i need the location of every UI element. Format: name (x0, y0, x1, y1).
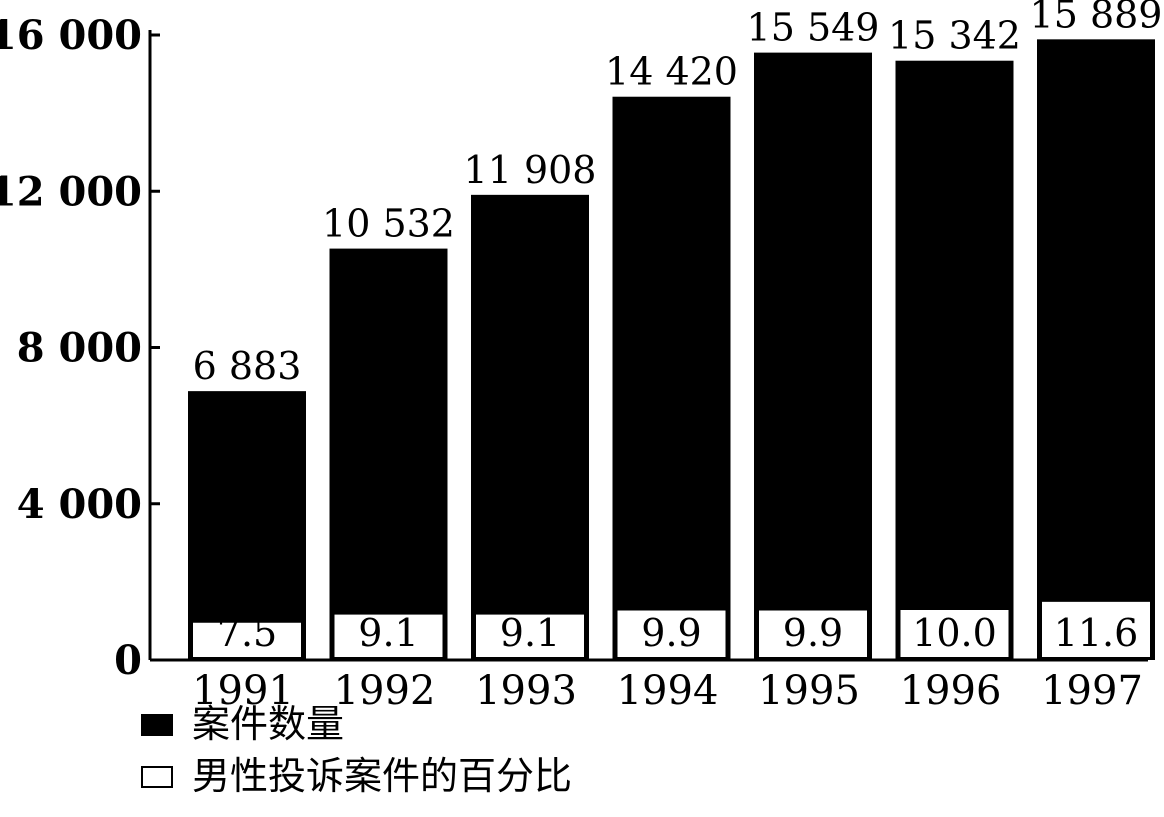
value-label: 10 532 (322, 202, 455, 246)
y-tick-label: 0 (114, 637, 142, 684)
x-tick-label: 1997 (1041, 668, 1143, 714)
percent-segment (474, 612, 586, 660)
value-label: 11 908 (464, 148, 597, 192)
percent-label: 9.9 (783, 611, 843, 655)
percent-segment (1040, 599, 1152, 660)
count-bar (895, 60, 1014, 660)
count-bar (471, 194, 589, 660)
percent-label: 9.9 (641, 611, 701, 655)
percent-segment (615, 608, 728, 660)
x-tick-label: 1994 (617, 668, 719, 714)
x-tick-label: 1993 (475, 668, 577, 714)
percent-segment (332, 612, 445, 660)
value-label: 15 342 (888, 14, 1021, 58)
legend-swatch-count (141, 714, 173, 736)
y-tick-label: 12 000 (0, 168, 142, 215)
percent-label: 9.1 (358, 611, 418, 655)
legend-label-count: 案件数量 (192, 702, 344, 746)
value-label: 6 883 (193, 344, 302, 388)
percent-label: 7.5 (217, 611, 277, 655)
y-tick-label: 4 000 (17, 481, 142, 528)
count-bar (612, 96, 731, 660)
percent-segment (898, 608, 1011, 659)
count-bar (754, 52, 872, 660)
percent-label: 10.0 (912, 611, 997, 655)
legend-label-percent: 男性投诉案件的百分比 (192, 754, 572, 798)
percent-label: 9.1 (500, 611, 560, 655)
x-tick-label: 1995 (758, 668, 860, 714)
value-label: 14 420 (605, 50, 738, 94)
value-label: 15 549 (747, 6, 880, 50)
y-tick-label: 16 000 (0, 12, 142, 59)
value-label: 15 889 (1030, 0, 1163, 36)
y-axis: 0 4 000 8 000 12 000 16 000 (0, 12, 1148, 684)
legend-swatch-percent (141, 766, 173, 788)
count-bar (188, 391, 306, 660)
count-bar (329, 248, 448, 660)
bar-labels: 7.5 6 883 1991 9.1 10 532 1992 9.1 11 908 1993 9.… (192, 0, 1162, 714)
x-tick-label: 1991 (192, 668, 294, 714)
percent-segment (191, 620, 303, 659)
x-tick-label: 1996 (900, 668, 1002, 714)
y-tick-label: 8 000 (17, 325, 142, 372)
x-tick-label: 1992 (334, 668, 436, 714)
count-bar (1037, 39, 1155, 660)
percent-segment (757, 608, 869, 660)
bars (188, 39, 1155, 660)
percent-label: 11.6 (1054, 611, 1139, 655)
